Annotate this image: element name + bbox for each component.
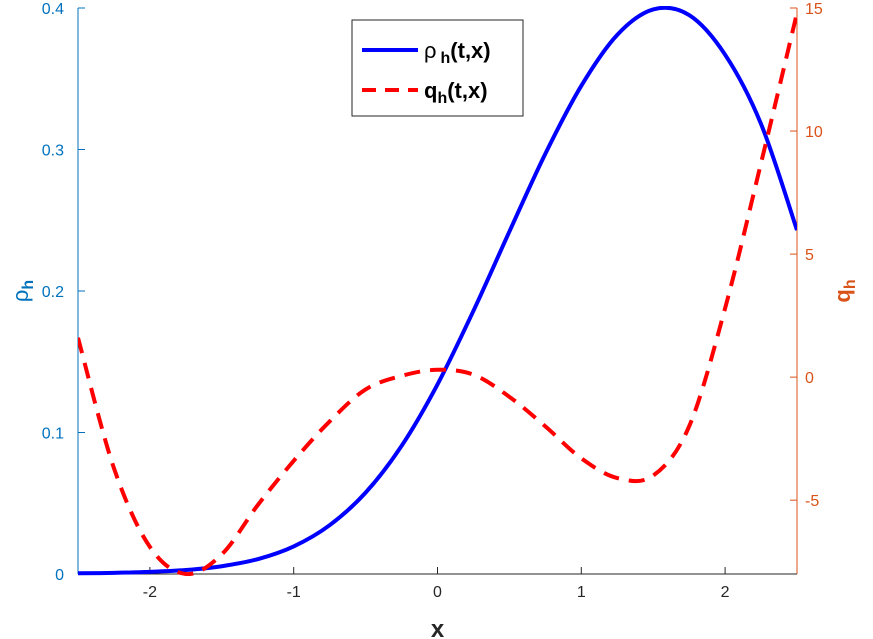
series-line-q — [78, 12, 797, 576]
left-y-label-sub: h — [20, 280, 37, 290]
axes: -2 -1 0 1 2 0 0.1 0.2 0.3 0.4 -5 0 5 10 15 — [42, 1, 823, 601]
x-tick-label: 2 — [721, 584, 730, 601]
legend-label-sub: h — [437, 90, 447, 107]
right-y-label-sub: h — [842, 279, 859, 289]
legend-box — [351, 19, 524, 117]
left-y-tick-label: 0 — [55, 567, 64, 584]
right-y-tick-label: 5 — [805, 247, 814, 264]
right-y-tick-label: 15 — [805, 1, 823, 18]
left-y-tick-label: 0.1 — [42, 426, 64, 443]
left-y-axis-label: ρh — [8, 280, 37, 302]
x-tick-label: -1 — [287, 584, 301, 601]
x-tick-label: -2 — [143, 584, 157, 601]
legend-label-rest: (t,x) — [447, 78, 487, 103]
legend-entry-label: ρ h(t,x) — [424, 38, 491, 67]
x-tick-label: 0 — [433, 584, 442, 601]
right-y-tick-label: 0 — [805, 370, 814, 387]
legend-entry-label: qh(t,x) — [424, 78, 488, 107]
right-y-tick-label: -5 — [805, 493, 819, 510]
legend: ρ h(t,x)qh(t,x) — [351, 19, 524, 117]
left-y-tick-label: 0.2 — [42, 284, 64, 301]
left-y-tick-label: 0.3 — [42, 143, 64, 160]
legend-label-rest: (t,x) — [450, 38, 490, 63]
left-y-tick-label: 0.4 — [42, 1, 64, 18]
legend-label-sub: h — [441, 50, 451, 67]
right-y-label-main: q — [830, 289, 855, 302]
right-y-tick-label: 10 — [805, 124, 823, 141]
legend-label-main: ρ — [424, 38, 437, 63]
legend-label-main: q — [424, 78, 437, 103]
right-y-axis-label: qh — [830, 279, 859, 302]
x-tick-label: 1 — [577, 584, 586, 601]
left-y-label-main: ρ — [8, 290, 33, 303]
x-axis-label: x — [431, 616, 445, 639]
series-layer — [78, 6, 797, 576]
